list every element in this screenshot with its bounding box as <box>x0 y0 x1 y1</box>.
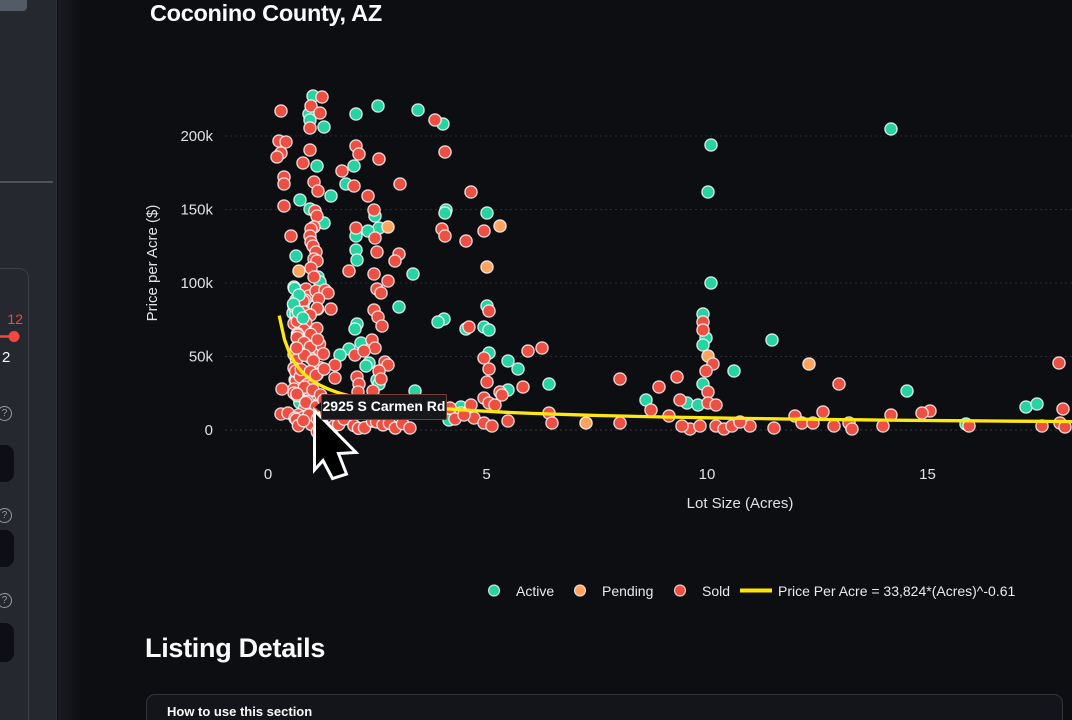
svg-text:Pending: Pending <box>602 583 653 599</box>
svg-text:Price per Acre ($): Price per Acre ($) <box>144 205 161 322</box>
svg-text:0: 0 <box>205 422 213 439</box>
svg-text:Sold: Sold <box>702 583 730 599</box>
svg-text:200k: 200k <box>180 128 213 145</box>
svg-text:10: 10 <box>699 466 716 483</box>
svg-text:Price Per Acre = 33,824*(Acres: Price Per Acre = 33,824*(Acres)^-0.61 <box>778 583 1016 599</box>
svg-text:100k: 100k <box>180 275 213 292</box>
svg-text:5: 5 <box>482 466 490 483</box>
svg-text:150k: 150k <box>180 202 213 219</box>
svg-text:15: 15 <box>919 466 936 483</box>
svg-text:Active: Active <box>516 583 554 599</box>
svg-text:50k: 50k <box>189 349 214 366</box>
svg-text:Lot Size (Acres): Lot Size (Acres) <box>687 495 794 512</box>
svg-text:0: 0 <box>264 466 272 483</box>
